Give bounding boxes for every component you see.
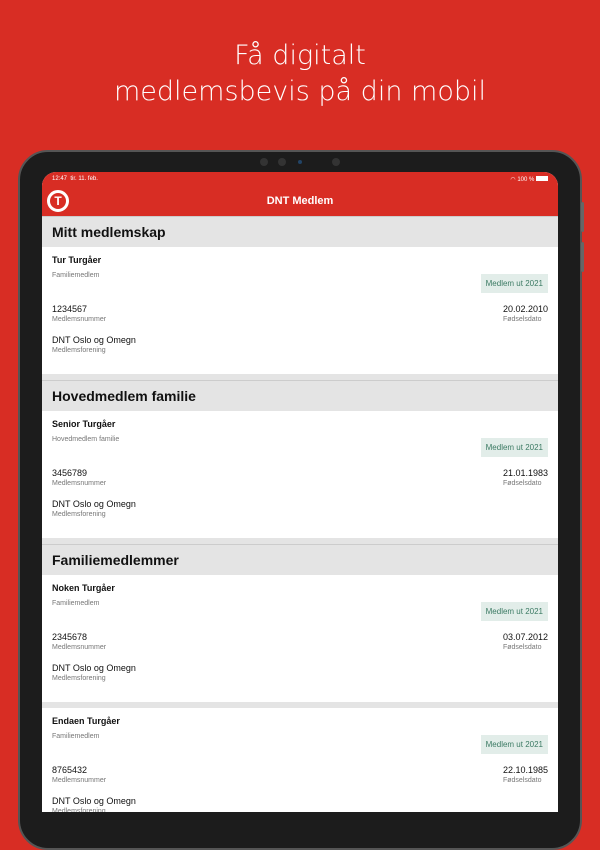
birth-date-label: Fødselsdato: [502, 480, 542, 487]
nav-bar: T DNT Medlem: [42, 186, 558, 216]
member-association: DNT Oslo og Omegn: [52, 663, 136, 673]
sensor-icon: [260, 158, 268, 166]
member-name: Tur Turgåer: [52, 255, 102, 265]
section-header: Familiemedlemmer: [42, 544, 558, 575]
dnt-logo[interactable]: T: [47, 190, 69, 212]
sensor-icon: [332, 158, 340, 166]
section-spacer: [42, 374, 558, 380]
birth-date-label: Fødselsdato: [502, 644, 542, 651]
membership-status-badge: Medlem ut 2021: [480, 735, 548, 754]
member-name: Noken Turgåer: [52, 583, 115, 593]
member-card[interactable]: Senior Turgåer Hovedmedlem familie Medle…: [42, 411, 558, 538]
section-spacer: [42, 538, 558, 544]
membership-status-badge: Medlem ut 2021: [480, 602, 548, 621]
volume-up-button: [581, 202, 584, 232]
nav-title: DNT Medlem: [266, 195, 334, 207]
member-role: Hovedmedlem familie: [52, 436, 120, 443]
member-name: Senior Turgåer: [52, 419, 116, 429]
member-role: Familiemedlem: [52, 733, 100, 740]
promo-headline: Få digitalt medlemsbevis på din mobil: [0, 38, 600, 110]
volume-down-button: [581, 242, 584, 272]
member-number: 3456789: [52, 468, 88, 478]
member-name: Endaen Turgåer: [52, 716, 120, 726]
membership-status-badge: Medlem ut 2021: [480, 438, 548, 457]
divider: [42, 702, 558, 708]
birth-date-label: Fødselsdato: [502, 316, 542, 323]
member-card[interactable]: Tur Turgåer Familiemedlem Medlem ut 2021…: [42, 247, 558, 374]
member-association-label: Medlemsforening: [52, 511, 106, 518]
member-number: 1234567: [52, 304, 88, 314]
status-date: tir. 11. feb.: [70, 176, 98, 182]
member-association-label: Medlemsforening: [52, 347, 106, 354]
member-number: 2345678: [52, 632, 88, 642]
birth-date-label: Fødselsdato: [502, 777, 542, 784]
birth-date: 22.10.1985: [502, 765, 548, 775]
status-bar: 12:47 tir. 11. feb. ◠ 100 %: [42, 172, 558, 186]
birth-date: 20.02.2010: [502, 304, 548, 314]
battery-icon: [536, 176, 548, 182]
status-time: 12:47: [52, 176, 68, 182]
member-association: DNT Oslo og Omegn: [52, 499, 136, 509]
section-header: Mitt medlemskap: [42, 216, 558, 247]
birth-date: 21.01.1983: [502, 468, 548, 478]
member-card[interactable]: Endaen Turgåer Familiemedlem Medlem ut 2…: [42, 708, 558, 812]
member-number-label: Medlemsnummer: [52, 480, 107, 487]
member-role: Familiemedlem: [52, 600, 100, 607]
member-association: DNT Oslo og Omegn: [52, 796, 136, 806]
birth-date: 03.07.2012: [502, 632, 548, 642]
membership-status-badge: Medlem ut 2021: [480, 274, 548, 293]
headline-line-1: Få digitalt: [234, 40, 366, 71]
section-header: Hovedmedlem familie: [42, 380, 558, 411]
member-role: Familiemedlem: [52, 272, 100, 279]
camera-icon: [278, 158, 286, 166]
member-number-label: Medlemsnummer: [52, 644, 107, 651]
member-card[interactable]: Noken Turgåer Familiemedlem Medlem ut 20…: [42, 575, 558, 702]
membership-list: Mitt medlemskap Tur Turgåer Familiemedle…: [42, 216, 558, 812]
member-association-label: Medlemsforening: [52, 808, 106, 812]
app-screen: 12:47 tir. 11. feb. ◠ 100 % T DNT Medlem…: [42, 172, 558, 812]
member-association: DNT Oslo og Omegn: [52, 335, 136, 345]
battery-level: 100 %: [517, 176, 535, 183]
member-number-label: Medlemsnummer: [52, 316, 107, 323]
wifi-icon: ◠: [510, 176, 516, 183]
member-association-label: Medlemsforening: [52, 675, 106, 682]
headline-line-2: medlemsbevis på din mobil: [114, 76, 486, 107]
member-number-label: Medlemsnummer: [52, 777, 107, 784]
member-number: 8765432: [52, 765, 88, 775]
camera-indicator-icon: [298, 160, 302, 164]
